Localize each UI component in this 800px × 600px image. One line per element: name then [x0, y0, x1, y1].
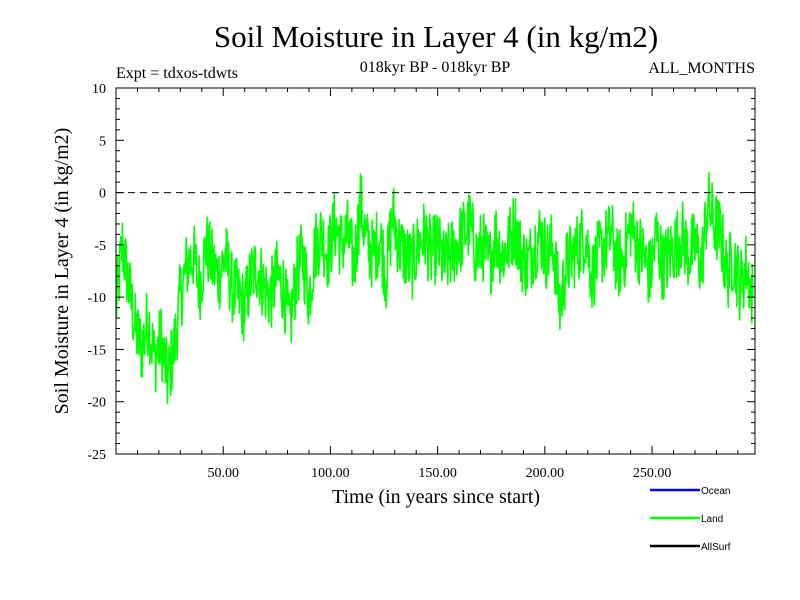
- series-line-land: [115, 171, 754, 405]
- x-tick-label: 200.00: [526, 466, 565, 481]
- y-tick-label: -25: [87, 448, 106, 463]
- period-label: 018kyr BP - 018kyr BP: [360, 59, 511, 76]
- y-tick-label: -5: [94, 239, 106, 254]
- legend-label-land: Land: [701, 514, 723, 525]
- plot-area: [115, 171, 755, 405]
- x-axis-label: Time (in years since start): [332, 486, 540, 508]
- y-tick-label: -15: [87, 343, 106, 358]
- y-tick-label: -20: [87, 396, 106, 411]
- legend-label-allsurf: AllSurf: [701, 542, 731, 553]
- x-tick-label: 150.00: [418, 466, 457, 481]
- axes: 50.00 100.00 150.00 200.00 250.00 -25 -20 -15 -1…: [87, 82, 756, 481]
- y-tick-label: -10: [87, 291, 106, 306]
- x-tick-label: 50.00: [207, 466, 239, 481]
- legend-label-ocean: Ocean: [701, 486, 730, 497]
- months-label: ALL_MONTHS: [648, 60, 755, 77]
- chart-title: Soil Moisture in Layer 4 (in kg/m2): [214, 19, 658, 54]
- y-tick-label: 0: [99, 187, 106, 202]
- x-tick-label: 100.00: [311, 466, 350, 481]
- experiment-label: Expt = tdxos-tdwts: [116, 65, 238, 82]
- y-axis-label: Soil Moisture in Layer 4 (in kg/m2): [51, 128, 73, 415]
- plot-frame: [115, 87, 756, 455]
- legend: Ocean Land AllSurf: [650, 486, 731, 553]
- x-tick-label: 250.00: [633, 466, 672, 481]
- y-tick-label: 5: [99, 134, 106, 149]
- y-tick-label: 10: [92, 82, 106, 97]
